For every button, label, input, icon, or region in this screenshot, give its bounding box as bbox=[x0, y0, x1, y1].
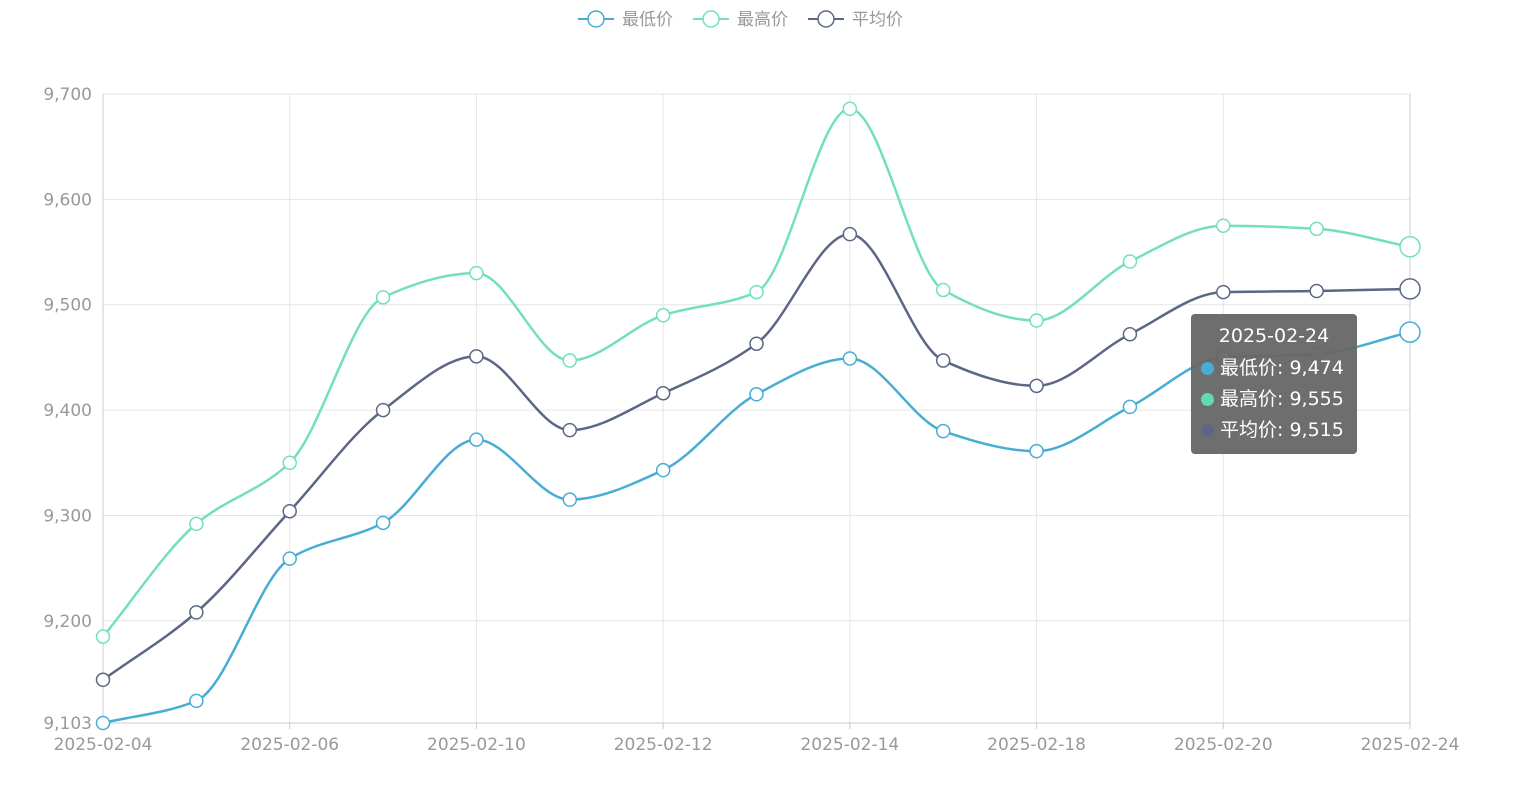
data-point-2 bbox=[375, 402, 391, 418]
legend-label: 平均价 bbox=[852, 10, 903, 30]
tooltip-dot-avg bbox=[1201, 424, 1214, 437]
x-tick-label: 2025-02-10 bbox=[427, 735, 526, 755]
legend-marker-icon bbox=[817, 10, 835, 28]
y-tick-label: 9,500 bbox=[43, 296, 92, 316]
data-point-1 bbox=[655, 308, 671, 323]
data-point-1 bbox=[1309, 221, 1324, 237]
data-point-2 bbox=[655, 385, 671, 401]
y-tick-label: 9,103 bbox=[43, 714, 92, 734]
data-point-0 bbox=[95, 715, 111, 731]
data-point-0 bbox=[562, 492, 578, 507]
data-point-0 bbox=[655, 462, 671, 478]
data-point-0 bbox=[375, 515, 391, 531]
data-point-2 bbox=[95, 672, 111, 688]
y-tick-label: 9,300 bbox=[43, 506, 92, 526]
data-point-1 bbox=[1122, 254, 1138, 269]
x-tick-label: 2025-02-20 bbox=[1174, 735, 1273, 755]
data-point-0 bbox=[189, 693, 204, 709]
x-tick-label: 2025-02-06 bbox=[240, 735, 339, 755]
chart-tooltip: 2025-02-24 最低价: 9,474 最高价: 9,555 平均价: 9,… bbox=[1191, 314, 1357, 454]
data-point-0 bbox=[749, 387, 764, 402]
legend-item-2[interactable]: 平均价 bbox=[808, 10, 903, 30]
tooltip-title: 2025-02-24 bbox=[1218, 325, 1330, 347]
tooltip-label-high: 最高价 bbox=[1220, 388, 1278, 410]
data-point-1 bbox=[1029, 313, 1044, 328]
data-point-0 bbox=[842, 351, 858, 366]
data-point-2 bbox=[562, 422, 578, 438]
data-point-2 bbox=[1399, 278, 1421, 300]
data-point-2 bbox=[1029, 378, 1044, 394]
data-point-1 bbox=[282, 455, 297, 471]
x-tick-label: 2025-02-12 bbox=[614, 735, 713, 755]
data-point-2 bbox=[842, 226, 858, 242]
tooltip-value-high: 9,555 bbox=[1289, 388, 1344, 410]
data-point-1 bbox=[469, 265, 484, 281]
legend-marker-icon bbox=[587, 10, 605, 28]
data-point-2 bbox=[1309, 283, 1324, 299]
legend-label: 最低价 bbox=[622, 10, 673, 30]
data-point-2 bbox=[749, 336, 764, 351]
tooltip-row-low: 最低价: 9,474 bbox=[1201, 353, 1347, 384]
data-point-1 bbox=[562, 353, 578, 368]
data-point-1 bbox=[1399, 236, 1421, 258]
legend-marker-icon bbox=[702, 10, 720, 28]
x-tick-label: 2025-02-24 bbox=[1361, 735, 1460, 755]
tooltip-label-low: 最低价 bbox=[1220, 357, 1278, 379]
series-line-0 bbox=[102, 330, 1411, 725]
y-tick-label: 9,200 bbox=[43, 612, 92, 632]
y-tick-label: 9,400 bbox=[43, 401, 92, 421]
data-point-2 bbox=[189, 605, 204, 620]
tooltip-value-low: 9,474 bbox=[1289, 357, 1344, 379]
data-point-1 bbox=[375, 290, 391, 305]
data-point-0 bbox=[1399, 321, 1421, 343]
y-tick-label: 9,700 bbox=[43, 85, 92, 105]
data-point-0 bbox=[1122, 399, 1138, 415]
data-point-1 bbox=[95, 629, 111, 644]
data-point-2 bbox=[1216, 284, 1231, 300]
series-line-2 bbox=[102, 232, 1411, 681]
data-point-2 bbox=[935, 353, 951, 368]
data-point-2 bbox=[1122, 326, 1138, 342]
x-tick-label: 2025-02-04 bbox=[54, 735, 153, 755]
data-point-0 bbox=[282, 551, 297, 566]
legend-item-1[interactable]: 最高价 bbox=[693, 10, 788, 30]
data-point-2 bbox=[469, 349, 484, 364]
data-point-2 bbox=[282, 503, 297, 519]
data-point-1 bbox=[189, 516, 204, 532]
tooltip-label-avg: 平均价 bbox=[1220, 419, 1278, 441]
y-tick-label: 9,600 bbox=[43, 190, 92, 210]
tooltip-dot-low bbox=[1201, 362, 1214, 375]
x-tick-label: 2025-02-18 bbox=[987, 735, 1086, 755]
legend-label: 最高价 bbox=[737, 10, 788, 30]
legend-item-0[interactable]: 最低价 bbox=[578, 10, 673, 30]
data-point-1 bbox=[842, 101, 858, 117]
data-point-1 bbox=[749, 284, 764, 300]
tooltip-dot-high bbox=[1201, 393, 1214, 406]
data-point-0 bbox=[1029, 443, 1044, 459]
tooltip-value-avg: 9,515 bbox=[1289, 419, 1344, 441]
data-point-1 bbox=[935, 282, 951, 298]
data-point-0 bbox=[469, 432, 484, 447]
data-point-0 bbox=[935, 423, 951, 439]
tooltip-row-high: 最高价: 9,555 bbox=[1201, 384, 1347, 415]
x-tick-label: 2025-02-14 bbox=[800, 735, 899, 755]
tooltip-row-avg: 平均价: 9,515 bbox=[1201, 415, 1347, 446]
data-point-1 bbox=[1216, 218, 1231, 233]
